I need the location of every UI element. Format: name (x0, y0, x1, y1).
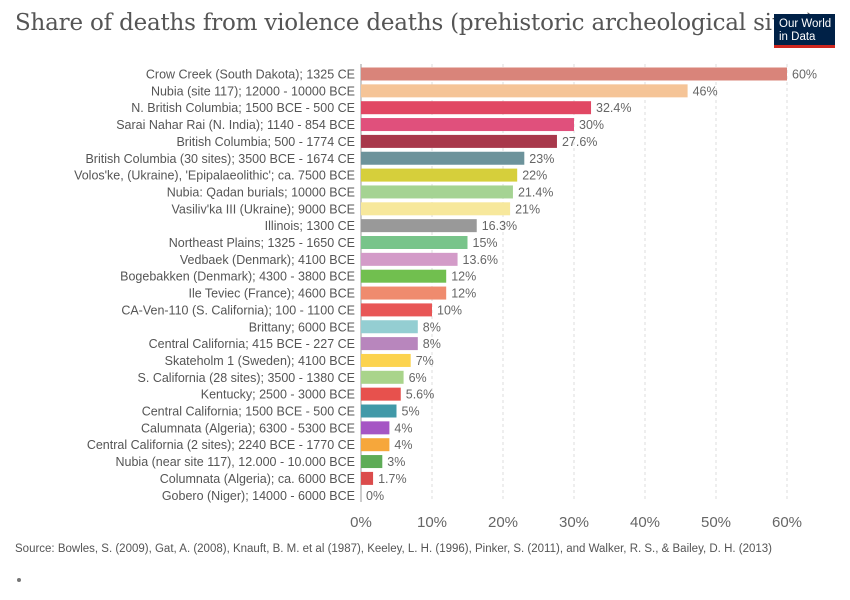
bar (361, 337, 418, 351)
category-label: Columnata (Algeria); ca. 6000 BCE (160, 472, 355, 486)
value-label: 8% (423, 320, 441, 334)
footer-dot (17, 578, 21, 582)
category-label: Sarai Nahar Rai (N. India); 1140 - 854 B… (116, 118, 355, 132)
bar (361, 404, 397, 418)
value-label: 21% (515, 202, 540, 216)
bar (361, 455, 383, 469)
value-label: 6% (409, 371, 427, 385)
value-label: 16.3% (482, 219, 517, 233)
category-label: N. British Columbia; 1500 BCE - 500 CE (131, 101, 355, 115)
value-label: 1.7% (378, 472, 407, 486)
bar (361, 252, 458, 266)
value-label: 13.6% (463, 253, 498, 267)
bar (361, 471, 374, 485)
x-tick-label: 10% (417, 514, 447, 531)
x-tick-label: 40% (630, 514, 660, 531)
value-label: 12% (451, 287, 476, 301)
value-label: 21.4% (518, 185, 553, 199)
category-label: Central California; 1500 BCE - 500 CE (142, 405, 355, 419)
bar (361, 67, 787, 81)
x-tick-label: 0% (350, 514, 372, 531)
category-label: British Columbia; 500 - 1774 CE (176, 135, 355, 149)
source-note: Source: Bowles, S. (2009), Gat, A. (2008… (15, 543, 773, 555)
bar (361, 370, 404, 384)
category-label: Kentucky; 2500 - 3000 BCE (201, 388, 355, 402)
category-label: British Columbia (30 sites); 3500 BCE - … (85, 152, 355, 166)
bar (361, 438, 390, 452)
value-label: 12% (451, 270, 476, 284)
bar (361, 320, 418, 334)
value-label: 23% (529, 152, 554, 166)
category-label: Northeast Plains; 1325 - 1650 CE (169, 236, 355, 250)
category-label: CA-Ven-110 (S. California); 100 - 1100 C… (121, 303, 355, 317)
value-label: 15% (473, 236, 498, 250)
x-tick-label: 60% (772, 514, 802, 531)
bar (361, 118, 574, 132)
logo-accent-bar (774, 45, 835, 48)
category-label: Nubia (site 117); 12000 - 10000 BCE (151, 84, 355, 98)
value-label: 10% (437, 303, 462, 317)
chart-title: Share of deaths from violence deaths (pr… (15, 10, 815, 36)
bar (361, 387, 401, 401)
category-label: Gobero (Niger); 14000 - 6000 BCE (162, 489, 355, 503)
value-label: 4% (394, 438, 412, 452)
bar-chart: 0% 10% 20% 30% 40% 50% 60% Crow Creek (South Da… (74, 64, 817, 531)
x-tick-label: 50% (701, 514, 731, 531)
category-label: Ile Teviec (France); 4600 BCE (188, 287, 355, 301)
category-label: S. California (28 sites); 3500 - 1380 CE (138, 371, 355, 385)
category-label: Brittany; 6000 BCE (249, 320, 355, 334)
bar (361, 236, 468, 249)
value-label: 4% (394, 421, 412, 435)
bar (361, 84, 688, 98)
bar (361, 185, 513, 199)
value-label: 60% (792, 68, 817, 82)
value-label: 3% (387, 455, 405, 469)
category-label: Calumnata (Algeria); 6300 - 5300 BCE (141, 421, 355, 435)
bar (361, 269, 447, 283)
value-label: 7% (416, 354, 434, 368)
value-label: 22% (522, 169, 547, 183)
category-label: Volos'ke, (Ukraine), 'Epipalaeolithic'; … (74, 169, 355, 183)
category-label: Nubia: Qadan burials; 10000 BCE (167, 185, 355, 199)
bar (361, 151, 525, 165)
bar (361, 202, 511, 216)
logo-line-2: in Data (779, 31, 816, 43)
category-label: Illinois; 1300 CE (265, 219, 355, 233)
bar (361, 168, 518, 182)
category-label: Central California; 415 BCE - 227 CE (149, 337, 355, 351)
value-label: 8% (423, 337, 441, 351)
category-label: Bogebakken (Denmark); 4300 - 3800 BCE (120, 270, 355, 284)
bar (361, 219, 477, 233)
category-label: Skateholm 1 (Sweden); 4100 BCE (165, 354, 355, 368)
logo-line-1: Our World (779, 18, 832, 30)
value-label: 5.6% (406, 388, 435, 402)
bar (361, 286, 447, 300)
x-tick-label: 30% (559, 514, 589, 531)
value-label: 46% (693, 84, 718, 98)
bar (361, 303, 432, 317)
bar (361, 101, 592, 115)
bar (361, 134, 557, 148)
category-label: Crow Creek (South Dakota); 1325 CE (146, 68, 355, 82)
category-label: Nubia (near site 117), 12.000 - 10.000 B… (116, 455, 356, 469)
value-label: 0% (366, 489, 384, 503)
x-tick-label: 20% (488, 514, 518, 531)
category-label: Vasiliv'ka III (Ukraine); 9000 BCE (172, 202, 355, 216)
bar (361, 421, 390, 435)
category-label: Central California (2 sites); 2240 BCE -… (87, 438, 355, 452)
value-label: 5% (402, 405, 420, 419)
value-label: 27.6% (562, 135, 597, 149)
owid-logo[interactable]: Our World in Data (774, 14, 835, 48)
bar (361, 353, 411, 367)
value-label: 30% (579, 118, 604, 132)
value-label: 32.4% (596, 101, 631, 115)
category-label: Vedbaek (Denmark); 4100 BCE (180, 253, 355, 267)
